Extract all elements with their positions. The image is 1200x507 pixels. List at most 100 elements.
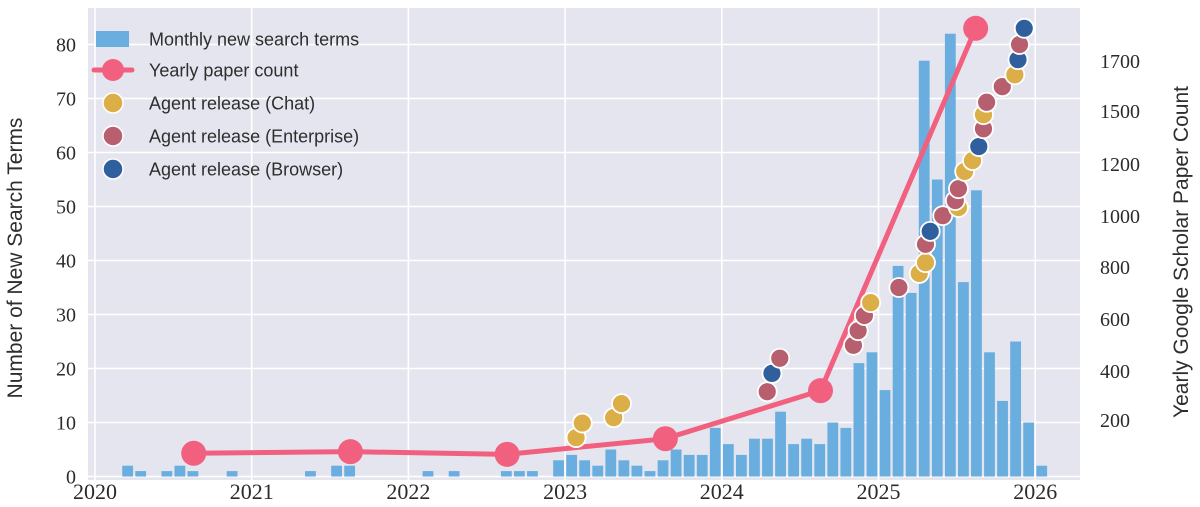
release-dot-enterprise (991, 76, 1013, 98)
legend-item: Agent release (Chat) (102, 92, 315, 114)
bar-2023-02 (579, 460, 591, 477)
release-dots-group (565, 17, 1035, 449)
bar-2020-08 (187, 471, 199, 477)
y-right-tick-200: 200 (1100, 410, 1130, 432)
bar-2021-08 (344, 465, 356, 477)
bar-2024-04 (762, 438, 773, 477)
bar-2025-03 (905, 292, 917, 477)
bar-2022-10 (527, 471, 538, 477)
bar-2023-09 (670, 449, 682, 477)
x-tick-2022: 2022 (386, 479, 430, 504)
bar-2020-11 (226, 471, 238, 477)
x-tick-2020: 2020 (73, 479, 117, 504)
left-axis-title: Number of New Search Terms (4, 118, 27, 399)
release-dot-browser (919, 220, 941, 242)
y-left-tick-50: 50 (56, 197, 76, 219)
release-dot-enterprise (756, 381, 778, 403)
y-left-tick-30: 30 (56, 305, 76, 327)
paper-count-line-group (181, 15, 989, 467)
y-right-tick-800: 800 (1100, 257, 1130, 279)
bar-2025-05 (931, 179, 943, 477)
bar-2023-01 (566, 454, 578, 477)
legend-dot-swatch (102, 158, 124, 180)
bar-2023-06 (631, 465, 643, 477)
bar-2023-04 (605, 449, 617, 477)
bar-2023-08 (657, 460, 669, 477)
bar-2024-12 (866, 352, 878, 477)
release-dot-chat (915, 252, 936, 274)
x-tick-2025: 2025 (857, 479, 901, 504)
bar-2025-12 (1023, 422, 1035, 477)
legend-item: Agent release (Browser) (102, 158, 343, 180)
y-left-tick-60: 60 (56, 143, 76, 165)
bar-2020-04 (135, 471, 147, 477)
release-dot-chat (860, 292, 882, 314)
bar-2020-06 (161, 471, 173, 477)
x-tick-2021: 2021 (230, 479, 274, 504)
right-axis-title: Yearly Google Scholar Paper Count (1170, 86, 1193, 418)
bar-2020-07 (174, 465, 186, 477)
release-dot-browser (968, 136, 990, 157)
bar-2020-03 (122, 465, 134, 477)
bar-2024-05 (775, 411, 786, 477)
bar-2022-12 (553, 460, 564, 477)
y-left-tick-80: 80 (56, 35, 76, 57)
release-dot-enterprise (976, 91, 998, 113)
paper-count-marker-2022 (494, 441, 520, 467)
tick-labels-group: 2020 2021 2022 2023 2024 2025 2026 0 10 20 30 40 50 6… (56, 35, 1140, 505)
legend-dot-swatch (102, 92, 124, 114)
bar-2023-12 (709, 427, 721, 477)
release-dot-chat (611, 393, 632, 415)
bar-2024-11 (853, 363, 865, 477)
bar-2025-09 (984, 352, 995, 477)
bar-2023-07 (644, 471, 656, 477)
legend-dot-swatch (102, 125, 124, 147)
legend-item: Monthly new search terms (96, 30, 359, 50)
bar-2024-06 (788, 444, 800, 477)
bar-2021-05 (305, 471, 316, 477)
bar-2025-10 (997, 400, 1008, 477)
x-tick-2024: 2024 (700, 479, 744, 504)
legend-label: Agent release (Enterprise) (149, 127, 359, 147)
legend-bar-swatch (96, 31, 129, 47)
bar-2024-09 (827, 422, 839, 477)
legend-item: Yearly paper count (91, 59, 298, 81)
bar-2023-10 (683, 454, 695, 477)
bar-2025-07 (957, 282, 969, 477)
bar-2021-07 (331, 465, 342, 477)
paper-count-marker-2021 (337, 439, 363, 465)
bar-2023-05 (618, 460, 630, 477)
bar-2024-02 (735, 454, 747, 477)
bar-2025-06 (944, 33, 956, 477)
y-right-tick-600: 600 (1100, 309, 1130, 331)
bar-2024-10 (840, 427, 852, 477)
bar-2024-03 (749, 438, 760, 477)
bar-2025-02 (892, 265, 904, 477)
legend-label: Monthly new search terms (149, 30, 359, 50)
release-dot-browser (1013, 17, 1035, 39)
legend-label: Agent release (Browser) (149, 160, 343, 180)
bar-2024-01 (722, 444, 734, 477)
bar-2026-01 (1036, 465, 1048, 477)
bar-2023-11 (696, 454, 708, 477)
y-left-tick-40: 40 (56, 251, 76, 273)
bar-2022-09 (513, 471, 525, 477)
bar-2022-02 (422, 471, 434, 477)
bar-2025-01 (879, 390, 891, 477)
y-right-tick-400: 400 (1100, 361, 1130, 383)
legend: Monthly new search terms Yearly paper cou… (91, 30, 359, 180)
y-left-tick-70: 70 (56, 89, 76, 111)
bar-2025-08 (971, 190, 982, 477)
y-right-tick-1500: 1500 (1100, 101, 1140, 123)
y-left-tick-20: 20 (56, 359, 76, 381)
x-tick-2026: 2026 (1013, 479, 1057, 504)
paper-count-marker-2023 (652, 426, 678, 452)
legend-label: Agent release (Chat) (149, 94, 315, 114)
release-dot-chat (571, 412, 593, 434)
legend-item: Agent release (Enterprise) (102, 125, 359, 147)
y-right-tick-1700: 1700 (1100, 51, 1140, 73)
x-tick-2023: 2023 (543, 479, 587, 504)
bar-2024-07 (801, 438, 813, 477)
